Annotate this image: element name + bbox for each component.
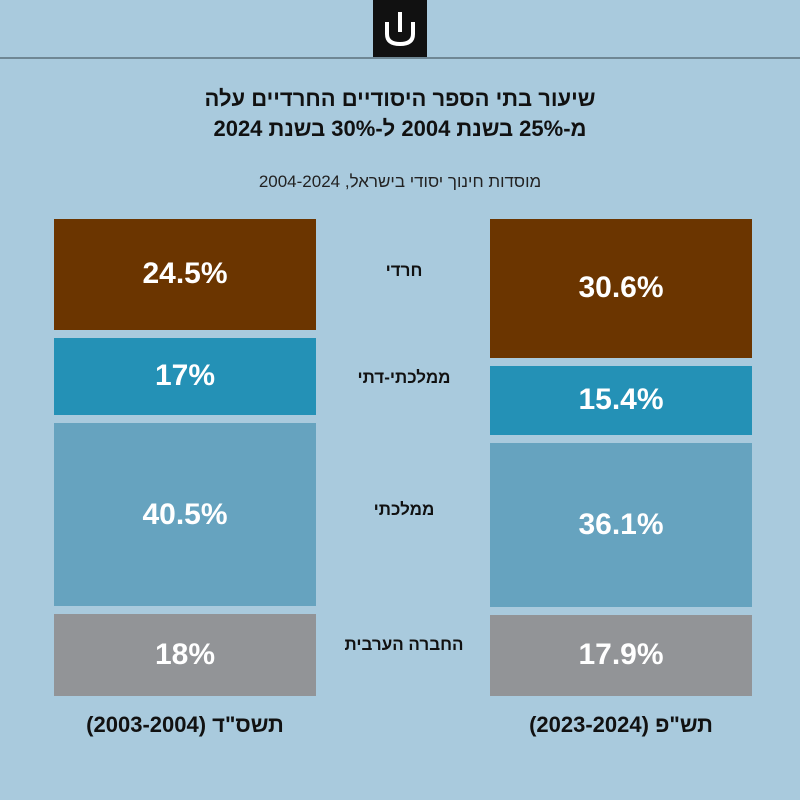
data-label: 17.9% (578, 638, 664, 672)
data-label: 40.5% (142, 497, 228, 531)
category-label: ממלכתי-דתי (357, 368, 451, 388)
bar-segment-left-3: 18% (54, 614, 316, 696)
title-line-2: מ-25% בשנת 2004 ל-30% בשנת 2024 (213, 116, 587, 141)
category-label: חרדי (385, 261, 423, 281)
category-label: החברה הערבית (344, 635, 464, 655)
data-label: 17% (154, 359, 216, 393)
data-label: 30.6% (578, 271, 664, 305)
data-label: 36.1% (578, 508, 664, 542)
logo (373, 0, 427, 57)
category-label: ממלכתי (373, 499, 435, 519)
chart-subtitle: מוסדות חינוך יסודי בישראל, 2004-2024 (258, 172, 542, 191)
chart-title: שיעור בתי הספר היסודיים החרדיים עלה מ-25… (0, 84, 800, 144)
header-bar (0, 0, 800, 59)
bar-segment-right-1: 15.4% (490, 365, 752, 436)
bar-segment-left-2: 40.5% (54, 422, 316, 607)
bar-segment-left-1: 17% (54, 337, 316, 415)
title-line-1: שיעור בתי הספר היסודיים החרדיים עלה (204, 86, 596, 111)
right-column-label: תש"פ (2023-2024) (529, 712, 713, 737)
left-column-label: תשס"ד (2003-2004) (86, 712, 284, 737)
data-label: 24.5% (142, 257, 228, 291)
bar-segment-right-0: 30.6% (490, 219, 752, 358)
bar-segment-left-0: 24.5% (54, 219, 316, 330)
logo-icon (385, 12, 415, 47)
data-label: 18% (154, 638, 216, 672)
bar-segment-right-3: 17.9% (490, 614, 752, 696)
data-label: 15.4% (578, 383, 664, 417)
bar-segment-right-2: 36.1% (490, 443, 752, 607)
